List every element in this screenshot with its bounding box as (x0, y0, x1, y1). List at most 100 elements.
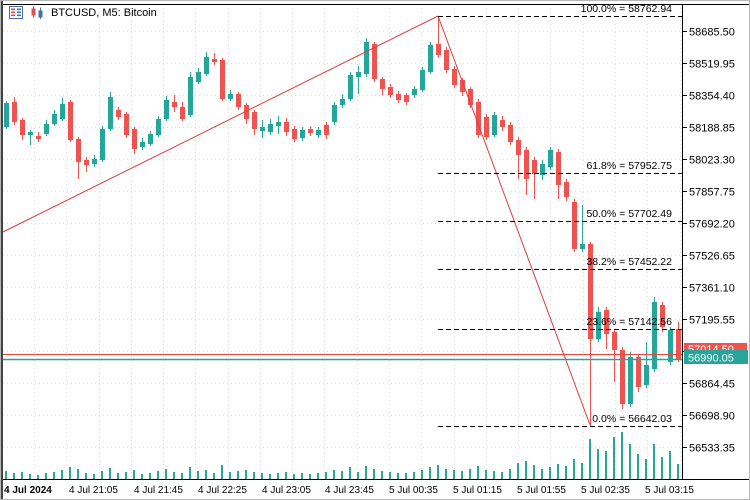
candle-body (148, 134, 153, 144)
candle-body (20, 120, 25, 135)
volume-bar (157, 471, 159, 479)
volume-bars (5, 432, 679, 479)
volume-bar (445, 469, 447, 479)
volume-bar (277, 473, 279, 479)
market-depth-icon[interactable] (9, 6, 23, 19)
volume-bar (77, 469, 79, 479)
time-label: 5 Jul 03:15 (645, 485, 694, 496)
candle-body (44, 124, 49, 134)
candle-body (308, 129, 313, 133)
volume-bar (53, 472, 55, 479)
candle-body (564, 182, 569, 197)
candle-body (644, 365, 649, 385)
time-label: 4 Jul 22:25 (198, 485, 247, 496)
candle-body (596, 312, 601, 339)
volume-bar (669, 451, 671, 479)
candle-body (524, 150, 529, 179)
time-label: 5 Jul 00:35 (389, 485, 438, 496)
candle-body (316, 130, 321, 135)
candle-body (428, 45, 433, 72)
volume-bar (101, 471, 103, 479)
candle-body (260, 127, 265, 131)
fibonacci-levels[interactable]: 100.0% = 58762.94 61.8% = 57952.75 50.0% =… (438, 3, 682, 427)
candle-body (212, 59, 217, 62)
price-tick-label: 57526.65 (689, 251, 735, 263)
fib-level-label: 61.8% = 57952.75 (586, 160, 672, 172)
candle-body (116, 110, 121, 117)
price-axis: 58685.50 58519.95 58354.40 58188.85 58023.30… (682, 27, 735, 455)
candle-body (532, 160, 537, 174)
volume-bar (61, 470, 63, 479)
price-tick-label: 56533.35 (689, 443, 735, 455)
candle-body (548, 150, 553, 167)
candle-body (668, 330, 673, 362)
volume-bar (365, 466, 367, 479)
candle-body (636, 357, 641, 387)
candle-body (332, 105, 337, 122)
trendlines[interactable] (2, 15, 591, 426)
candle-body (364, 42, 369, 74)
volume-bar (309, 474, 311, 479)
symbol-label: BTCUSD, M5: Bitcoin (51, 6, 157, 19)
candle-body (580, 244, 585, 249)
time-label: 4 Jul 21:05 (69, 485, 118, 496)
fib-level-label: 50.0% = 57702.49 (586, 208, 672, 220)
candle-wick (534, 157, 535, 199)
price-tick-label: 58188.85 (689, 123, 735, 135)
price-tick-label: 58354.40 (689, 91, 735, 103)
candle-body (196, 72, 201, 82)
candle-body (52, 114, 57, 124)
candle-body (164, 100, 169, 119)
price-tick-label: 57692.20 (689, 219, 735, 231)
volume-bar (285, 472, 287, 479)
volume-bar (525, 461, 527, 479)
ask-badge-value: 57014.50 (688, 344, 734, 356)
candle-body (444, 50, 449, 70)
price-tick-label: 58685.50 (689, 27, 735, 39)
candle-body (180, 107, 185, 119)
volume-bar (341, 471, 343, 479)
trendline[interactable] (2, 15, 439, 233)
candle-body (676, 329, 681, 359)
volume-bar (453, 470, 455, 479)
volume-bar (677, 464, 679, 479)
fib-level-label: 100.0% = 58762.94 (581, 3, 673, 15)
time-label: 5 Jul 02:35 (581, 485, 630, 496)
volume-bar (253, 472, 255, 479)
volume-bar (373, 469, 375, 479)
volume-bar (621, 432, 623, 479)
price-tick-label: 58023.30 (689, 155, 735, 167)
volume-bar (357, 472, 359, 479)
volume-bar (261, 473, 263, 479)
candle-body (436, 44, 441, 55)
volume-bar (333, 470, 335, 479)
candle-body (492, 115, 497, 135)
candle-body (372, 44, 377, 79)
candle-body (76, 139, 81, 162)
volume-bar (389, 472, 391, 479)
volume-bar (117, 473, 119, 479)
volume-bar (397, 473, 399, 479)
time-label: 4 Jul 21:45 (134, 485, 183, 496)
candle-body (516, 140, 521, 155)
candle-body (300, 130, 305, 138)
time-label: 4 Jul 23:45 (325, 485, 374, 496)
price-tick-label: 56864.45 (689, 379, 735, 391)
volume-bar (165, 469, 167, 479)
volume-bar (229, 472, 231, 479)
candle-wick (518, 137, 519, 179)
volume-bar (565, 466, 567, 479)
volume-bar (213, 473, 215, 479)
candlestick-chart-icon[interactable] (30, 6, 44, 19)
volume-bar (485, 470, 487, 479)
volume-bar (197, 471, 199, 479)
trendline[interactable] (437, 15, 591, 426)
volume-bar (605, 451, 607, 479)
candle-wick (30, 130, 31, 145)
candle-wick (614, 329, 615, 382)
price-tick-label: 57857.75 (689, 187, 735, 199)
volume-bar (509, 469, 511, 479)
axes (3, 4, 749, 480)
volume-bar (109, 468, 111, 479)
